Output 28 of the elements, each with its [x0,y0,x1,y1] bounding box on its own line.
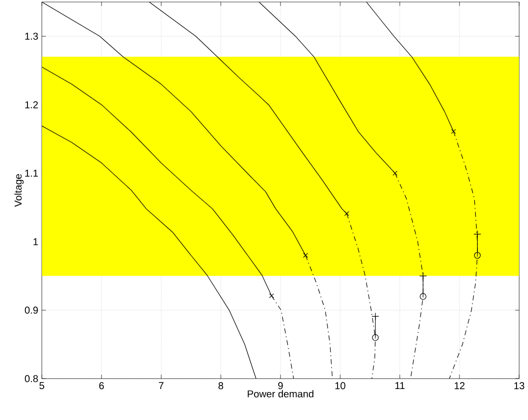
point [474,230,482,238]
x-tick-label: 10 [335,382,346,390]
y-tick-label: 1.1 [25,170,38,177]
x-tick-label: 12 [454,382,465,390]
y-axis-title: Voltage [14,174,24,208]
y-tick-label: 1.3 [25,32,38,40]
x-tick-label: 5 [39,382,44,390]
point [372,312,380,320]
point [420,293,426,300]
y-tick-label: 1.2 [25,101,38,108]
x-tick-label: 6 [99,382,104,390]
y-tick-label: 1 [34,238,38,246]
x-tick-label: 9 [278,382,283,390]
point [392,171,398,176]
point [303,253,308,258]
point [451,129,456,134]
point [372,334,379,342]
x-tick-label: 11 [395,382,405,390]
x-tick-label: 13 [514,382,524,390]
y-tick-label: 0.9 [24,306,38,314]
x-tick-label: 8 [218,382,224,390]
point [269,294,274,298]
point [474,252,481,259]
point [344,211,350,216]
x-tick-label: 7 [158,382,164,390]
x-axis-title: Power demand [248,390,314,398]
point [419,272,427,280]
y-tick-label: 0.8 [24,375,38,382]
